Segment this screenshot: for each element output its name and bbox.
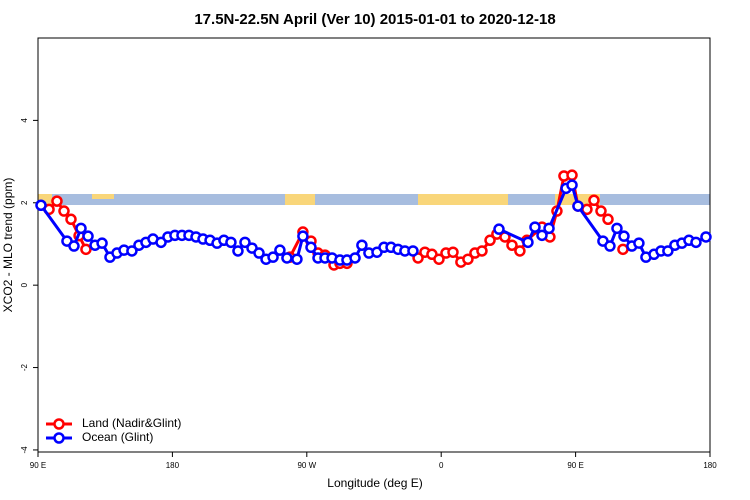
y-tick-label: -2 [20,363,29,371]
data-point [297,230,309,242]
data-point [514,245,526,257]
data-point [80,243,92,256]
data-point [82,230,94,242]
data-point [690,236,702,249]
data-point [618,230,630,242]
data-point [58,205,70,217]
data-point [462,253,474,265]
data-point [700,231,712,243]
legend-label: Ocean (Glint) [82,430,153,444]
legend-marker [53,418,65,430]
data-point [126,245,138,257]
data-point [349,252,361,264]
legend-marker [53,432,65,444]
data-point [51,195,63,207]
y-tick-label: 2 [20,200,29,205]
data-point [356,239,368,251]
data-point [536,229,548,242]
data-point [476,245,488,257]
data-point [232,245,244,257]
data-point [611,222,623,235]
data-point [662,245,674,257]
data-point [602,213,614,226]
x-tick-label: 180 [703,461,717,470]
data-point [506,239,518,251]
y-tick-label: 4 [20,118,29,123]
data-point [572,200,584,212]
map-strip [38,194,710,205]
y-tick-label: 0 [20,282,29,287]
data-point [65,213,77,226]
data-point [484,234,496,247]
data-point [595,205,607,217]
data-point [239,236,251,249]
y-axis-label: XCO2 - MLO trend (ppm) [1,178,15,313]
x-axis-label: Longitude (deg E) [327,476,422,490]
data-point [604,240,616,252]
x-tick-label: 90 W [297,461,316,470]
data-point [305,241,317,254]
y-tick-label: -4 [20,446,29,454]
data-point [225,236,237,249]
data-point [433,253,445,265]
data-point [407,245,419,257]
data-point [35,199,47,211]
data-point [566,179,578,191]
data-point [493,223,505,235]
data-point [75,222,87,235]
data-point [291,253,303,265]
x-tick-label: 0 [439,461,444,470]
data-point [281,252,293,264]
data-point [447,246,459,258]
legend-label: Land (Nadir&Glint) [82,416,181,430]
data-point [588,194,600,207]
x-tick-label: 180 [166,461,180,470]
data-point [617,243,629,256]
data-point [529,221,541,233]
plot-frame [37,37,711,453]
chart-title: 17.5N-22.5N April (Ver 10) 2015-01-01 to… [194,11,555,28]
data-point [633,237,645,249]
data-point [274,244,286,256]
data-point [543,222,555,235]
data-point [267,251,279,263]
x-tick-label: 90 E [30,461,46,470]
data-point [68,240,80,252]
data-point [96,237,108,249]
x-tick-label: 90 E [567,461,583,470]
data-point [522,236,534,249]
data-point [566,169,578,181]
data-point [253,247,265,259]
